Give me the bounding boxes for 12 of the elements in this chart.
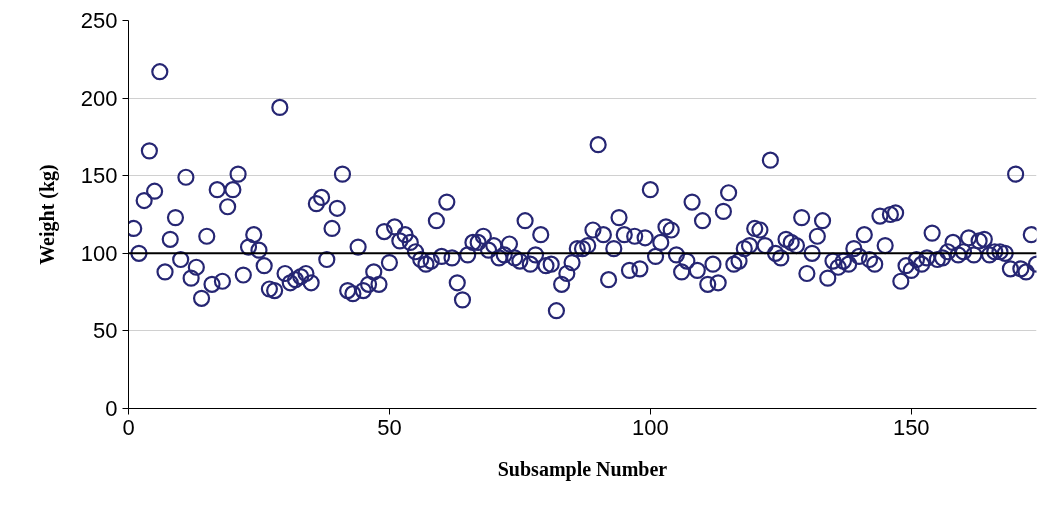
x-tick-label: 0 xyxy=(122,414,135,440)
y-tick-label: 0 xyxy=(105,396,118,421)
y-tick-label: 200 xyxy=(80,85,118,111)
y-tick-label: 100 xyxy=(80,240,118,266)
y-tick-label: 250 xyxy=(80,8,118,33)
x-axis-title: Subsample Number xyxy=(497,457,668,481)
x-tick-label: 100 xyxy=(631,414,669,440)
x-tick-label: 150 xyxy=(892,414,930,440)
x-tick-label: 50 xyxy=(377,414,402,440)
y-tick-label: 150 xyxy=(80,163,118,189)
y-tick-label: 50 xyxy=(93,318,118,344)
y-axis-title: Weight (kg) xyxy=(35,164,59,265)
